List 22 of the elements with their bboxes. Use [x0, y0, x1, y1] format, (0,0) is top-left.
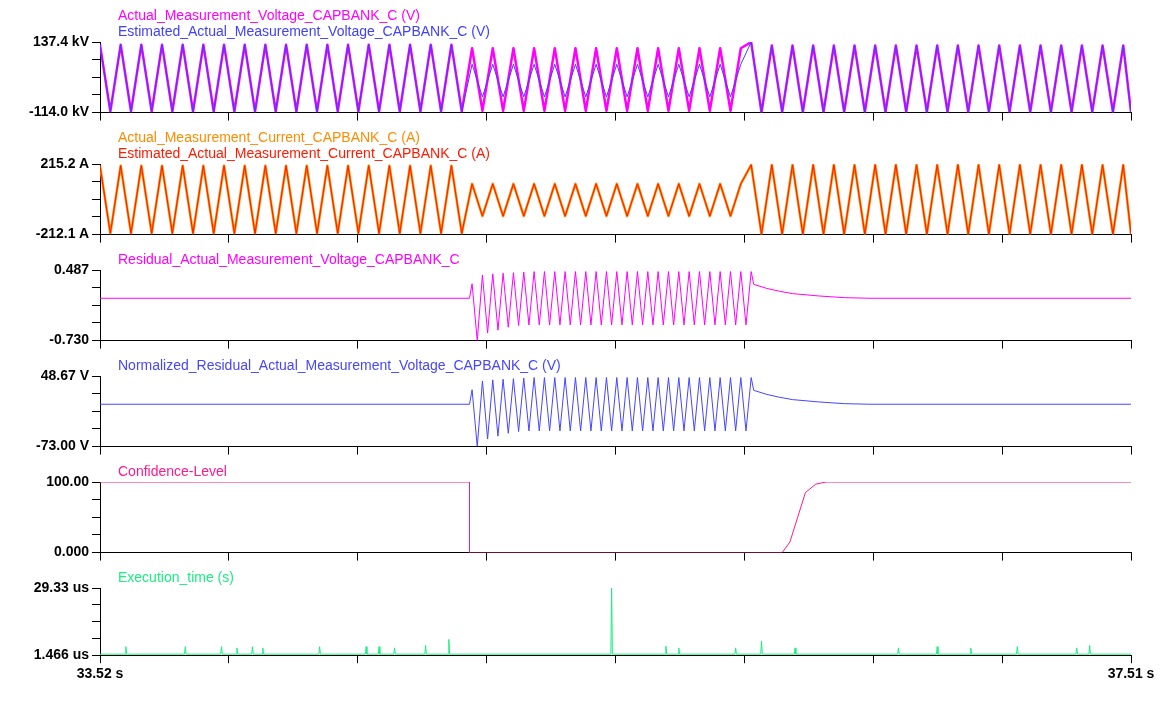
y-tick-label: 0.000	[53, 543, 90, 560]
series-label: Actual_Measurement_Current_CAPBANK_C (A)	[118, 129, 420, 145]
y-tick-label: 1.466 us	[33, 646, 90, 663]
x-tick-label: 37.51 s	[1107, 665, 1155, 682]
y-tick-label: 215.2 A	[40, 154, 89, 171]
y-tick-label: 0.487	[53, 260, 90, 277]
text: Execution_time (s)	[118, 569, 234, 585]
y-tick-label: 48.67 V	[40, 366, 90, 383]
y-tick-label: 29.33 us	[33, 578, 90, 595]
series-label: Residual_Actual_Measurement_Voltage_CAPBANK_C	[118, 251, 460, 267]
series-label: Actual_Measurement_Voltage_CAPBANK_C (V)	[118, 7, 420, 23]
series-label: Confidence-Level	[118, 463, 227, 479]
y-tick-label: -212.1 A	[35, 225, 89, 242]
y-tick-label: 137.4 kV	[32, 32, 90, 49]
series-label: Estimated_Actual_Measurement_Current_CAPBANK_C (A)	[118, 145, 490, 161]
series-label: Normalized_Residual_Actual_Measurement_Voltage_CAPBANK_C (V)	[118, 357, 561, 373]
x-tick-label: 33.52 s	[76, 665, 124, 682]
y-tick-label: -73.00 V	[36, 437, 90, 454]
series-label: Estimated_Actual_Measurement_Voltage_CAPBANK_C (V)	[118, 23, 490, 39]
y-tick-label: -114.0 kV	[29, 103, 90, 120]
y-tick-label: 100.00	[46, 472, 90, 489]
y-tick-label: -0.730	[49, 331, 90, 348]
